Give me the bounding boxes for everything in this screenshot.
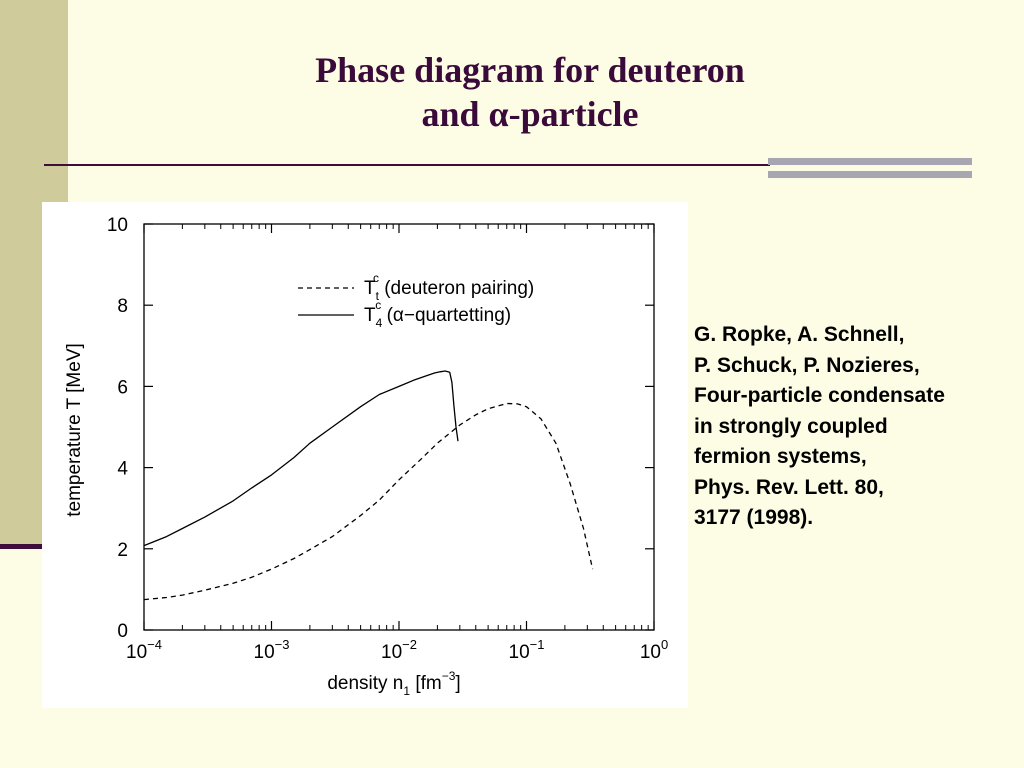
legend-label-deuteron: Ttc (deuteron pairing)	[364, 271, 534, 303]
x-ticks-group: 10−4 10−3 10−2 10−1 100	[126, 224, 668, 663]
x-axis-label-unit-sup: −3	[442, 669, 456, 683]
phase-diagram-figure: 10−4 10−3 10−2 10−1 100 0 2 4 6 8 10 Ttc (deutero…	[42, 202, 688, 708]
x-axis-label-end: ]	[455, 673, 460, 694]
title-divider-accent	[768, 158, 972, 178]
alpha-quartetting-curve	[143, 370, 459, 547]
x-tick-label-base: 10	[640, 642, 661, 663]
x-axis-label: density n1 [fm−3]	[327, 669, 460, 698]
legend-group: Ttc (deuteron pairing) T4c (α−quartettin…	[298, 271, 534, 330]
legend-deuteron-main: T	[364, 278, 376, 299]
legend-alpha-text: (α−quartetting)	[381, 305, 511, 326]
x-axis-label-unit: [fm	[410, 673, 442, 694]
x-tick-label-exp: −3	[275, 637, 290, 652]
x-axis-label-sub: 1	[403, 684, 410, 698]
x-tick-label-base: 10	[381, 642, 402, 663]
x-tick-label-exp: 0	[661, 637, 668, 652]
legend-alpha-sup: c	[375, 298, 381, 312]
citation-line: G. Ropke, A. Schnell,	[694, 323, 905, 346]
legend-alpha-main: T	[364, 305, 376, 326]
x-axis-label-main: density n	[327, 673, 403, 694]
citation-line: P. Schuck, P. Nozieres,	[694, 353, 920, 377]
x-tick-label: 10−3	[254, 637, 290, 663]
x-tick-label: 10−2	[381, 637, 417, 663]
y-ticks-group: 0 2 4 6 8 10	[107, 215, 654, 642]
x-tick-label-base: 10	[126, 642, 147, 663]
legend-label-alpha: T4 c (α−quartetting)	[364, 298, 511, 330]
legend-alpha-sub: 4	[376, 316, 383, 330]
x-tick-label: 10−1	[509, 637, 545, 663]
slide-title-line1: Phase diagram for deuteron	[315, 50, 745, 90]
y-tick-label: 6	[117, 377, 128, 398]
x-tick-label-base: 10	[254, 642, 275, 663]
legend-deuteron-sub: t	[376, 289, 380, 303]
deuteron-pairing-curve	[143, 402, 594, 601]
y-tick-label: 4	[117, 459, 128, 480]
citation-line: Four-particle condensate	[694, 384, 945, 407]
x-tick-label-exp: −4	[147, 637, 162, 652]
y-tick-label: 2	[117, 540, 128, 561]
series-group	[143, 370, 594, 601]
title-divider-line	[44, 164, 770, 166]
x-tick-label-exp: −1	[530, 637, 545, 652]
citation-line: fermion systems,	[694, 445, 867, 468]
citation-line: in strongly coupled	[694, 414, 888, 438]
y-tick-label: 8	[117, 296, 128, 317]
citation-line: 3177 (1998).	[694, 506, 814, 529]
citation-block: G. Ropke, A. Schnell, P. Schuck, P. Nozi…	[694, 320, 1014, 534]
x-tick-label: 100	[640, 637, 668, 663]
x-tick-label-base: 10	[509, 642, 530, 663]
citation-line: Phys. Rev. Lett. 80,	[694, 475, 884, 499]
slide-title: Phase diagram for deuteron and α-particl…	[160, 48, 900, 136]
x-tick-label: 10−4	[126, 637, 162, 663]
legend-deuteron-text: (deuteron pairing)	[379, 278, 534, 299]
y-axis-label: temperature T [MeV]	[64, 343, 85, 517]
slide-title-line2: and α-particle	[421, 94, 639, 134]
legend-deuteron-sup: c	[373, 271, 379, 285]
x-tick-label-exp: −2	[402, 637, 417, 652]
y-tick-label: 10	[107, 215, 128, 236]
y-tick-label: 0	[117, 621, 128, 642]
